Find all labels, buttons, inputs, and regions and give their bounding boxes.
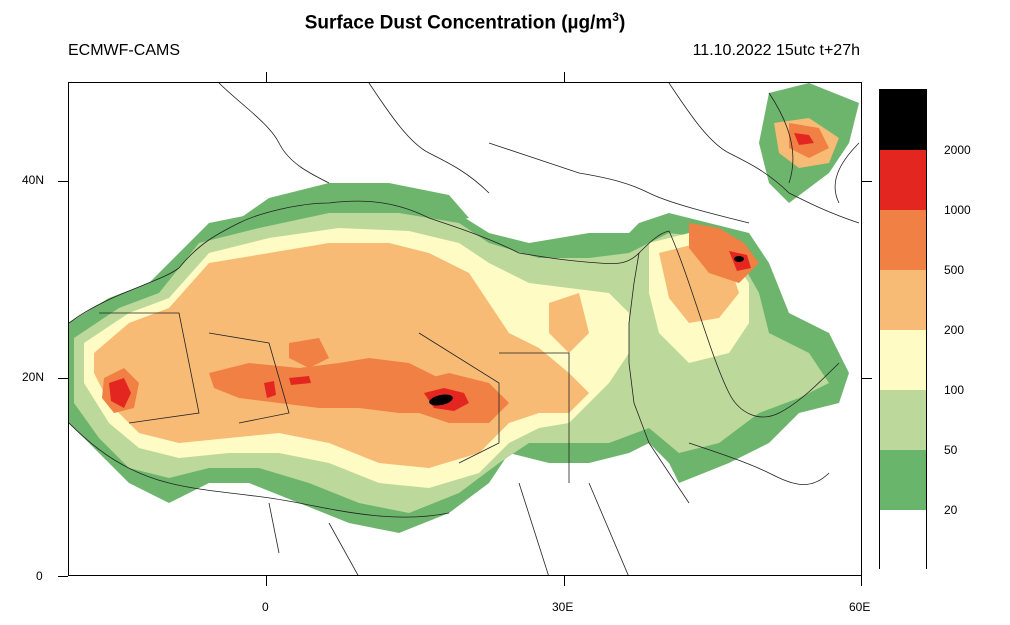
- legend-label-50: 50: [944, 443, 958, 457]
- lat-label-40N: 40N: [22, 173, 45, 187]
- lon-tick-top-30E: [564, 72, 565, 82]
- lon-tick-0: [266, 576, 267, 586]
- title-close: ): [618, 12, 626, 34]
- lon-tick-30E: [564, 576, 565, 586]
- lat-tick-40N: [58, 181, 68, 182]
- legend-label-1000: 1000: [944, 203, 971, 217]
- legend-label-200: 200: [944, 323, 965, 337]
- map-title: Surface Dust Concentration (µg/m3): [0, 10, 930, 34]
- dust-map: [68, 82, 862, 576]
- model-label: ECMWF-CAMS: [68, 42, 180, 59]
- title-text: Surface Dust Concentration (µg/m: [304, 12, 613, 34]
- lon-tick-top-0: [266, 72, 267, 82]
- lat-tick-20N: [58, 378, 68, 379]
- legend-label-100: 100: [944, 383, 965, 397]
- dust-layer-black: [429, 256, 744, 406]
- legend-box-below-20: [880, 510, 926, 570]
- legend-box-20-50: [880, 450, 926, 510]
- lat-tick-right-20N: [862, 378, 872, 379]
- legend-box-200-500: [880, 270, 926, 330]
- run-time-label: 11.10.2022 15utc t+27h: [692, 42, 860, 59]
- color-legend: [879, 89, 927, 570]
- map-borders: [69, 83, 860, 575]
- legend-box-500-1000: [880, 210, 926, 270]
- lat-label-20N: 20N: [22, 370, 45, 384]
- lon-label-0: 0: [262, 600, 269, 614]
- legend-box-50-100: [880, 390, 926, 450]
- lon-tick-60E: [861, 576, 862, 586]
- legend-box-2000-plus: [880, 90, 926, 150]
- legend-box-100-200: [880, 330, 926, 390]
- legend-label-20: 20: [944, 503, 958, 517]
- lat-label-0: 0: [36, 569, 43, 583]
- title-superscript: 3: [612, 10, 619, 24]
- legend-label-500: 500: [944, 263, 965, 277]
- dust-map-canvas: [69, 83, 860, 575]
- lat-tick-right-40N: [862, 181, 872, 182]
- dust-layer-orange: [102, 123, 829, 423]
- legend-label-2000: 2000: [944, 143, 971, 157]
- legend-box-1000-2000: [880, 150, 926, 210]
- lat-tick-0: [58, 576, 68, 577]
- lon-label-60E: 60E: [849, 600, 871, 614]
- lon-label-30E: 30E: [552, 600, 574, 614]
